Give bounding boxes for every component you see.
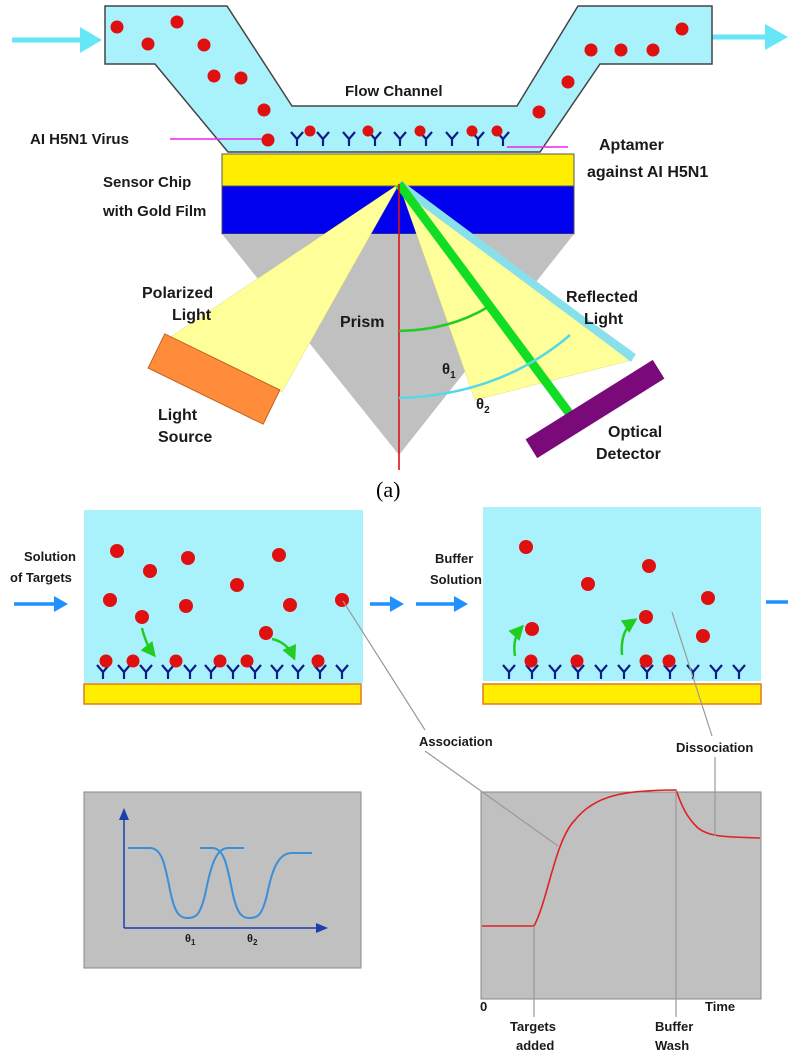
- flow-arrow-in-1: [14, 596, 68, 612]
- dissociation-callout: [671, 611, 713, 737]
- axis-time-label: Time: [705, 999, 735, 1014]
- buffer-label-1: Buffer: [435, 551, 473, 566]
- spectrum-x-arrow: [316, 923, 328, 933]
- buffer-wash-label-2: Wash: [655, 1038, 689, 1053]
- solution-label-1: Solution: [24, 549, 76, 564]
- dissociation-bound: [524, 654, 676, 668]
- outlet-arrow: [712, 24, 788, 50]
- optical-detector: [525, 359, 665, 459]
- theta2-arc: [398, 334, 571, 400]
- flow-channel: [104, 5, 713, 153]
- targets-added-label-2: added: [516, 1038, 554, 1053]
- polarized-label-1: Polarized: [142, 285, 213, 302]
- release-arrow-2: [620, 618, 638, 656]
- release-arrow-1: [508, 624, 525, 657]
- detector-label-2: Detector: [596, 446, 661, 463]
- dissociation-label: Dissociation: [676, 740, 753, 755]
- virus-label: AI H5N1 Virus: [30, 131, 129, 148]
- chip-label-2: with Gold Film: [102, 203, 206, 220]
- bound-virus-top: [304, 125, 503, 137]
- sensorgram-curve: [482, 789, 761, 927]
- association-label: Association: [419, 734, 493, 749]
- aptamer-label-1: Aptamer: [599, 137, 664, 154]
- sensorgram-panel: [480, 791, 762, 1000]
- association-gold: [83, 683, 362, 705]
- gold-film: [221, 153, 575, 187]
- reflected-label-1: Reflected: [566, 289, 638, 306]
- aptamer-label-2: against AI H5N1: [587, 164, 708, 181]
- flow-arrow-in-2: [416, 596, 468, 612]
- dip-theta1-label: θ1: [185, 933, 196, 947]
- targets-added-label-1: Targets: [510, 1019, 556, 1034]
- detector-label-1: Optical: [608, 424, 662, 441]
- dissociation-targets: [519, 540, 715, 643]
- spectrum-y-arrow: [119, 808, 129, 820]
- association-curve-callout: [424, 750, 559, 847]
- inlet-arrow: [12, 27, 102, 53]
- reflected-beam-green: [395, 181, 576, 420]
- dip-curve-2: [200, 847, 312, 920]
- source-label-1: Light: [158, 407, 198, 424]
- association-chamber: [84, 510, 363, 683]
- light-source: [147, 333, 281, 425]
- prism-label: Prism: [340, 314, 384, 331]
- dip-theta2-label: θ2: [247, 933, 258, 947]
- reflected-label-2: Light: [584, 311, 624, 328]
- flow-arrow-out-1: [370, 596, 404, 612]
- dip-curve-1: [128, 847, 244, 920]
- reflected-beam-cyan-line: [396, 180, 636, 362]
- buffer-label-2: Solution: [430, 572, 482, 587]
- solution-label-2: of Targets: [10, 570, 72, 585]
- source-label-2: Source: [158, 429, 212, 446]
- association-targets: [103, 544, 349, 640]
- buffer-wash-label-1: Buffer: [655, 1019, 693, 1034]
- association-callout: [342, 600, 426, 731]
- dissociation-gold: [482, 683, 762, 705]
- glass-substrate: [221, 185, 575, 235]
- binding-arrow-1: [140, 627, 156, 658]
- theta1-label: θ1: [442, 361, 456, 381]
- binding-arrow-2: [271, 637, 297, 661]
- spectrum-panel: [83, 791, 362, 969]
- theta1-arc: [398, 305, 489, 333]
- association-bound: [99, 654, 325, 668]
- virus-particles: [110, 15, 689, 147]
- polarized-label-2: Light: [172, 307, 212, 324]
- flow-channel-label: Flow Channel: [345, 83, 443, 100]
- theta2-label: θ2: [476, 396, 490, 416]
- chip-label-1: Sensor Chip: [103, 174, 191, 191]
- axis-zero-label: 0: [480, 999, 487, 1014]
- figure-caption: (a): [376, 477, 400, 502]
